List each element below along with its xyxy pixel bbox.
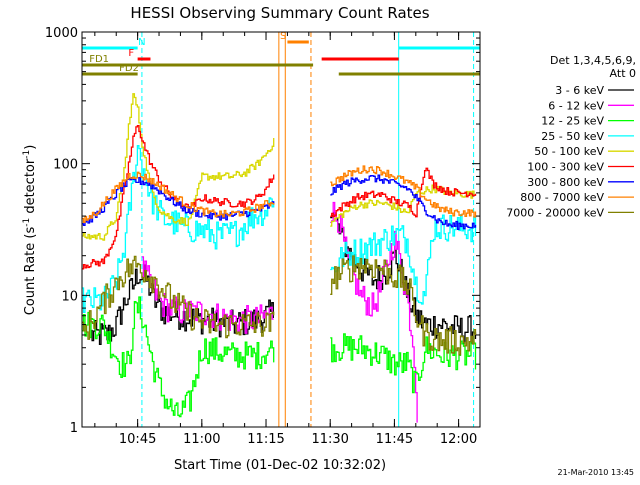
series-2-segment-1 xyxy=(330,333,477,394)
x-axis-label: Start Time (01-Dec-02 10:32:02) xyxy=(174,458,386,473)
legend-header-line1: Det 1,3,4,5,6,9, xyxy=(550,54,636,67)
series-3-segment-0 xyxy=(82,145,275,313)
legend-label-5: 100 - 300 keV xyxy=(527,161,604,174)
y-axis-label: Count Rate (s-1 detector-1) xyxy=(22,145,38,316)
series-8-segment-0 xyxy=(82,255,275,340)
axes: 1 10 100 1000 10:45 11:00 11:15 11:30 11:45 12:00 xyxy=(45,26,481,447)
series-7 xyxy=(82,165,477,223)
legend-label-8: 7000 - 20000 keV xyxy=(506,206,604,219)
legend-entries: 3 - 6 keV 6 - 12 keV 12 - 25 keV 25 - 50 ke… xyxy=(506,84,634,219)
x-tick-label-0: 10:45 xyxy=(119,432,156,447)
x-tick-label-5: 12:00 xyxy=(440,432,477,447)
legend-label-4: 50 - 100 keV xyxy=(534,145,604,158)
y-tick-label-0: 1 xyxy=(70,421,78,436)
legend-label-2: 12 - 25 keV xyxy=(541,115,604,128)
legend-label-7: 800 - 7000 keV xyxy=(520,191,604,204)
series-7-segment-0 xyxy=(82,171,275,223)
series-6 xyxy=(82,174,477,230)
flag-FD1-label: FD1 xyxy=(89,54,109,65)
series-8-segment-1 xyxy=(330,255,477,356)
legend-label-6: 300 - 800 keV xyxy=(527,176,604,189)
x-tick-label-3: 11:30 xyxy=(311,432,348,447)
flag-FD2-label: FD2 xyxy=(119,63,139,74)
legend-header-line2: Att 0 xyxy=(610,67,636,80)
x-tick-label-2: 11:15 xyxy=(247,432,284,447)
series-2-segment-0 xyxy=(82,296,275,418)
series-0-segment-1 xyxy=(330,212,477,344)
y-tick-label-3: 1000 xyxy=(45,26,78,41)
series-6-segment-0 xyxy=(82,176,275,226)
legend-label-3: 25 - 50 keV xyxy=(541,130,604,143)
series-8 xyxy=(82,255,477,356)
y-tick-label-2: 100 xyxy=(53,158,78,173)
series-7-segment-1 xyxy=(330,165,477,218)
flag-F-label: F xyxy=(128,48,134,59)
x-tick-label-4: 11:45 xyxy=(376,432,413,447)
plot-content: NF S FD1 FD2 xyxy=(82,31,480,427)
y-axis-label-part-3: -1 xyxy=(22,150,32,159)
legend: Det 1,3,4,5,6,9, Att 0 3 - 6 keV 6 - 12 k… xyxy=(506,54,636,219)
legend-label-0: 3 - 6 keV xyxy=(555,84,604,97)
flag-S-label: S xyxy=(280,31,286,42)
plot-inner xyxy=(82,32,477,427)
footer-timestamp: 21-Mar-2010 13:45 xyxy=(558,468,635,477)
y-tick-label-1: 10 xyxy=(61,289,78,304)
y-axis-label-part-1: -1 xyxy=(22,218,32,227)
series-6-segment-1 xyxy=(330,174,477,230)
series-5-segment-1 xyxy=(330,167,477,218)
chart-title: HESSI Observing Summary Count Rates xyxy=(130,4,429,22)
y-axis-label-part-4: ) xyxy=(23,145,38,150)
y-axis-label-part-2: detector xyxy=(23,158,38,218)
x-tick-label-1: 11:00 xyxy=(183,432,220,447)
y-axis-label-part-0: Count Rate (s xyxy=(23,227,38,316)
series-4-segment-1 xyxy=(330,184,477,227)
series-3-segment-1 xyxy=(330,214,477,305)
series-0-segment-0 xyxy=(90,264,274,346)
legend-label-1: 6 - 12 keV xyxy=(548,99,604,112)
flag-N-label: N xyxy=(138,37,145,48)
plot-frame xyxy=(81,31,481,428)
series-4-segment-0 xyxy=(82,93,275,241)
series-1-segment-0 xyxy=(141,256,274,334)
